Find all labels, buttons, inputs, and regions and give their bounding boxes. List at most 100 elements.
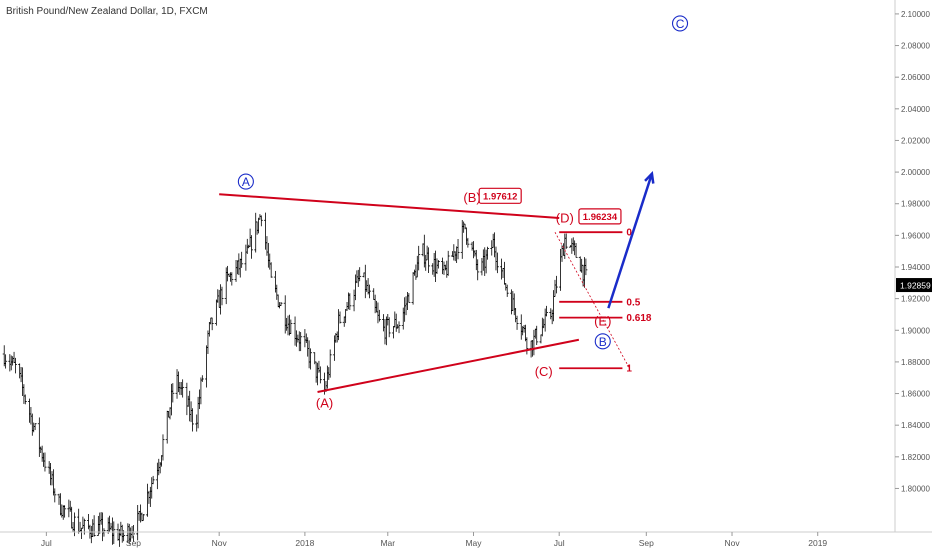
ohlc-bar bbox=[214, 299, 218, 326]
ohlc-bar bbox=[427, 247, 431, 274]
upper-trendline bbox=[219, 193, 560, 219]
y-tick-label: 1.90000 bbox=[901, 326, 930, 335]
ohlc-bar bbox=[584, 258, 588, 276]
y-tick-label: 1.86000 bbox=[901, 390, 930, 399]
lower-trendline bbox=[317, 338, 580, 393]
y-tick-label: 1.96000 bbox=[901, 231, 930, 240]
ohlc-bar bbox=[230, 272, 234, 286]
y-tick-label: 2.06000 bbox=[901, 73, 930, 82]
wave-label: (D) bbox=[556, 210, 574, 225]
last-price-tag bbox=[896, 278, 932, 293]
ohlc-bar bbox=[486, 246, 490, 260]
ohlc-bar bbox=[387, 317, 391, 338]
wave-label-circle bbox=[671, 15, 689, 32]
ohlc-bar bbox=[358, 267, 362, 282]
price-callout-box bbox=[478, 187, 522, 204]
y-tick-label: 1.84000 bbox=[901, 421, 930, 430]
wave-label: (C) bbox=[535, 364, 553, 379]
x-tick-label: Sep bbox=[126, 538, 141, 548]
y-tick-label: 2.10000 bbox=[901, 10, 930, 19]
wave-label: (E) bbox=[594, 313, 611, 328]
x-tick-label: 2018 bbox=[295, 538, 314, 548]
ohlc-bar bbox=[289, 319, 293, 335]
ohlc-bar bbox=[13, 357, 17, 374]
ohlc-bar bbox=[338, 311, 342, 324]
ohlc-bar bbox=[391, 326, 395, 339]
ohlc-bar bbox=[456, 238, 460, 260]
ohlc-bar bbox=[220, 286, 224, 306]
wave-label: (B) bbox=[463, 190, 480, 205]
ohlc-bar bbox=[63, 505, 67, 518]
ohlc-bar bbox=[249, 235, 253, 259]
ohlc-bar bbox=[151, 475, 155, 485]
ohlc-bar bbox=[407, 293, 411, 303]
ohlc-bar bbox=[564, 233, 568, 249]
y-tick-label: 1.82000 bbox=[901, 453, 930, 462]
ohlc-bar bbox=[92, 515, 96, 537]
x-tick-label: Jul bbox=[41, 538, 52, 548]
ohlc-bar bbox=[318, 366, 322, 384]
y-tick-label: 2.02000 bbox=[901, 136, 930, 145]
ohlc-bar bbox=[53, 488, 57, 503]
ohlc-bar bbox=[171, 383, 175, 403]
ohlc-bar bbox=[466, 237, 470, 248]
ohlc-bar bbox=[181, 379, 185, 398]
y-tick-label: 1.88000 bbox=[901, 358, 930, 367]
y-tick-label: 1.80000 bbox=[901, 484, 930, 493]
ohlc-bar bbox=[23, 394, 27, 405]
price-callout-label: 1.97612 bbox=[483, 191, 517, 202]
ohlc-bar bbox=[574, 243, 578, 258]
x-tick-label: Jul bbox=[554, 538, 565, 548]
y-tick-label: 2.04000 bbox=[901, 105, 930, 114]
ohlc-bar bbox=[515, 315, 519, 330]
wave-label-circle bbox=[237, 173, 254, 190]
ohlc-bar bbox=[190, 408, 194, 432]
y-axis: 2.10000 2.08000 2.06000 2.04000 2.02000 2.000… bbox=[894, 0, 932, 532]
x-tick-label: Nov bbox=[212, 538, 228, 548]
ohlc-bar bbox=[535, 325, 539, 345]
ohlc-bar bbox=[554, 275, 558, 294]
price-callout-box bbox=[578, 208, 622, 225]
price-callout-label: 1.96234 bbox=[583, 212, 618, 223]
ohlc-bar bbox=[495, 252, 499, 274]
ohlc-bar bbox=[446, 250, 450, 276]
x-tick-label: May bbox=[465, 538, 482, 548]
ohlc-bar bbox=[328, 349, 332, 378]
ohlc-bar bbox=[348, 293, 352, 310]
ohlc-bar bbox=[368, 284, 372, 299]
fib-level-label: 1 bbox=[626, 364, 632, 375]
projection-arrow-shaft bbox=[607, 173, 654, 309]
ohlc-bar bbox=[411, 272, 415, 305]
ohlc-bars bbox=[2, 212, 588, 547]
projection-arrow-head bbox=[644, 170, 655, 184]
ohlc-bar bbox=[505, 284, 509, 297]
last-price-label: 1.92859 bbox=[900, 281, 931, 291]
ohlc-bar bbox=[4, 354, 8, 369]
ohlc-bar bbox=[436, 260, 440, 269]
y-tick-label: 2.00000 bbox=[901, 168, 930, 177]
ohlc-bar bbox=[309, 348, 313, 370]
fib-level-label: 0.5 bbox=[626, 297, 640, 308]
ohlc-bar bbox=[397, 321, 401, 334]
wave-label: C bbox=[676, 17, 685, 31]
ohlc-bar bbox=[525, 337, 529, 355]
ohlc-bar bbox=[417, 245, 421, 271]
ohlc-bar bbox=[33, 423, 37, 431]
ohlc-bar bbox=[43, 452, 47, 472]
y-tick-label: 1.92000 bbox=[901, 295, 930, 304]
wave-label: (A) bbox=[316, 396, 333, 411]
y-tick-label: 1.94000 bbox=[901, 263, 930, 272]
x-axis: Jul Sep Nov 2018 Mar May Jul Sep Nov 2019 bbox=[0, 531, 932, 548]
y-tick-label: 1.98000 bbox=[901, 200, 930, 209]
x-tick-label: Sep bbox=[639, 538, 654, 548]
ohlc-bar bbox=[161, 434, 165, 461]
ohlc-bar bbox=[210, 317, 214, 331]
wave-overlay: 0 0.5 0.618 1 A B C (A) (B) (C) (D) (E) 1.97612 1.962… bbox=[219, 15, 689, 411]
fib-level-label: 0 bbox=[626, 228, 632, 239]
wave-label-circle bbox=[594, 333, 611, 350]
y-tick-label: 2.08000 bbox=[901, 42, 930, 51]
ohlc-bar bbox=[279, 302, 283, 306]
x-tick-label: Mar bbox=[380, 538, 395, 548]
